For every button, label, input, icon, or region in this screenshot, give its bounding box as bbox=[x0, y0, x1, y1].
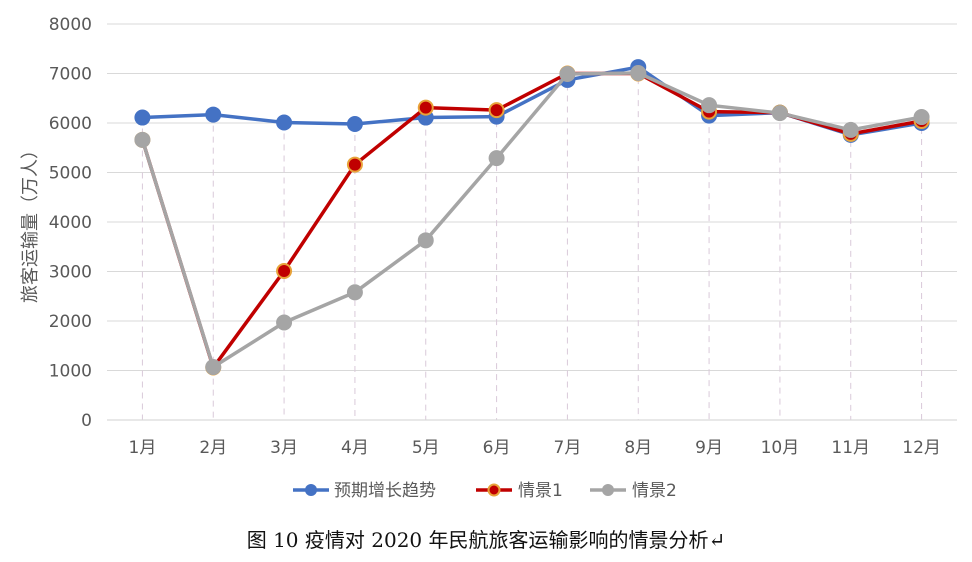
x-tick-label: 10月 bbox=[761, 438, 800, 458]
data-point bbox=[630, 65, 647, 82]
series-line bbox=[140, 65, 924, 137]
data-point bbox=[488, 150, 505, 167]
y-tick-label: 1000 bbox=[49, 362, 92, 382]
x-tick-label: 3月 bbox=[270, 438, 298, 458]
data-point bbox=[205, 106, 222, 123]
x-tick-label: 7月 bbox=[554, 438, 582, 458]
legend-label: 情景2 bbox=[632, 481, 677, 501]
y-tick-label: 0 bbox=[81, 411, 92, 431]
data-point bbox=[276, 263, 293, 280]
x-tick-label: 2月 bbox=[199, 438, 227, 458]
figure-caption: 图 10 疫情对 2020 年民航旅客运输影响的情景分析↵ bbox=[246, 528, 726, 552]
data-point bbox=[134, 109, 151, 126]
data-point bbox=[134, 131, 151, 148]
legend-label: 预期增长趋势 bbox=[334, 481, 436, 501]
legend-marker bbox=[602, 484, 614, 496]
x-tick-label: 11月 bbox=[831, 438, 870, 458]
y-tick-label: 8000 bbox=[49, 15, 92, 35]
data-point bbox=[559, 65, 576, 82]
y-tick-label: 5000 bbox=[49, 164, 92, 184]
x-tick-label: 12月 bbox=[902, 438, 941, 458]
legend-marker bbox=[487, 483, 501, 497]
legend-item-2: 情景1 bbox=[476, 481, 563, 501]
data-point bbox=[276, 114, 293, 131]
x-tick-label: 9月 bbox=[695, 438, 723, 458]
data-point bbox=[276, 314, 293, 331]
y-tick-label: 3000 bbox=[49, 263, 92, 283]
legend-item-3: 情景2 bbox=[590, 481, 677, 501]
data-point bbox=[417, 99, 434, 116]
y-tick-label: 6000 bbox=[49, 114, 92, 134]
series-3 bbox=[134, 65, 930, 376]
data-point bbox=[205, 359, 222, 376]
data-point bbox=[346, 284, 363, 301]
data-point bbox=[701, 97, 718, 114]
data-point bbox=[771, 105, 788, 122]
axes: 0 1000 2000 3000 4000 5000 6000 7000 8000 1月 2月 3月 4… bbox=[49, 15, 957, 458]
x-tick-label: 1月 bbox=[129, 438, 157, 458]
data-point bbox=[417, 232, 434, 249]
x-tick-label: 8月 bbox=[624, 438, 652, 458]
y-axis-label: 旅客运输量（万人） bbox=[20, 141, 41, 303]
y-tick-label: 4000 bbox=[49, 213, 92, 233]
legend-item-1: 预期增长趋势 bbox=[293, 481, 436, 501]
data-point bbox=[913, 109, 930, 126]
y-tick-label: 7000 bbox=[49, 65, 92, 85]
x-tick-label: 4月 bbox=[341, 438, 369, 458]
x-tick-label: 5月 bbox=[412, 438, 440, 458]
y-tick-label: 2000 bbox=[49, 312, 92, 332]
legend-label: 情景1 bbox=[518, 481, 563, 501]
data-point bbox=[346, 156, 363, 173]
data-point bbox=[488, 102, 505, 119]
series-2 bbox=[134, 65, 930, 376]
series-1 bbox=[134, 59, 930, 143]
series-line bbox=[140, 71, 924, 369]
x-tick-label: 6月 bbox=[483, 438, 511, 458]
line-chart: 0 1000 2000 3000 4000 5000 6000 7000 8000 1月 2月 3月 4… bbox=[20, 15, 957, 501]
data-point bbox=[346, 115, 363, 132]
data-point bbox=[842, 121, 859, 138]
legend-marker bbox=[305, 484, 317, 496]
series-layer bbox=[134, 59, 930, 376]
gridlines bbox=[107, 23, 957, 420]
legend: 预期增长趋势 情景1 情景2 bbox=[293, 481, 677, 501]
